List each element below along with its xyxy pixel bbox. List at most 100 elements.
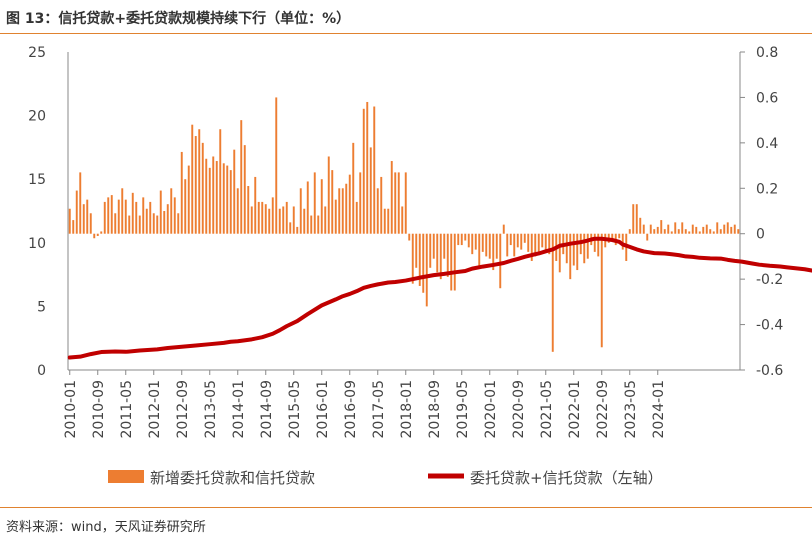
chart: 0 5 10 15 20 25 -0.6 -0.4 -0.2 0 0.2 0.4 0.6 0.8 2010-… [28, 45, 812, 487]
y-left-tick-label: 25 [28, 45, 46, 61]
bar [341, 188, 344, 234]
bar [114, 213, 117, 234]
bar [282, 206, 285, 234]
bar [327, 156, 330, 234]
bar [446, 233, 449, 277]
bar [723, 224, 726, 234]
bar [457, 233, 460, 246]
bar [229, 170, 232, 234]
bar [467, 233, 470, 248]
bar [380, 176, 383, 234]
bar [478, 233, 481, 266]
bar [551, 233, 554, 352]
bar [425, 233, 428, 307]
top-rule [0, 33, 812, 34]
bar [691, 224, 694, 234]
bar [334, 199, 337, 234]
bar [264, 204, 267, 234]
bar [485, 233, 488, 257]
bar [656, 226, 659, 234]
bar [201, 142, 204, 234]
bar [117, 199, 120, 234]
bar [600, 233, 603, 348]
bar [191, 124, 194, 234]
bar-series [68, 97, 740, 352]
bar [194, 136, 197, 234]
bar [184, 179, 187, 234]
bar [310, 215, 313, 234]
bar [243, 145, 246, 234]
bar [331, 170, 334, 234]
bar [187, 165, 190, 234]
bar [82, 204, 85, 234]
bar [299, 188, 302, 234]
bar [163, 211, 166, 234]
bar [660, 220, 663, 234]
bar [471, 233, 474, 255]
bar [376, 188, 379, 234]
bar [670, 231, 673, 234]
bar [366, 101, 369, 234]
y-right-tick-label: 0.8 [756, 45, 778, 61]
x-tick-label: 2018-09 [427, 380, 443, 439]
bar [677, 229, 680, 234]
bar [348, 174, 351, 234]
bar [156, 215, 159, 234]
bar [145, 208, 148, 234]
bar [513, 233, 516, 257]
bar [170, 188, 173, 234]
x-tick-label: 2018-01 [399, 380, 415, 439]
bar [345, 183, 348, 234]
x-tick-label: 2010-09 [91, 380, 107, 439]
bar [667, 224, 670, 234]
bar [96, 233, 99, 236]
x-tick-label: 2012-09 [175, 380, 191, 439]
bar [338, 188, 341, 234]
legend: 新增委托贷款和信托贷款 委托贷款+信托贷款（左轴） [108, 469, 663, 487]
x-tick-label: 2019-05 [455, 380, 471, 439]
bar [93, 233, 96, 239]
x-tick-label: 2023-05 [623, 380, 639, 439]
bar [695, 226, 698, 234]
x-tick-label: 2012-01 [147, 380, 163, 439]
bar [369, 147, 372, 234]
bar [411, 233, 414, 284]
bar [268, 208, 271, 234]
x-tick-label: 2010-01 [63, 380, 79, 439]
bar [439, 233, 442, 280]
tick-labels: 0 5 10 15 20 25 -0.6 -0.4 -0.2 0 0.2 0.4 0.6 0.8 2010-… [28, 45, 783, 439]
bar [394, 172, 397, 234]
x-tick-label: 2016-09 [343, 380, 359, 439]
legend-line-label: 委托贷款+信托贷款（左轴） [470, 469, 663, 487]
bar [726, 222, 729, 234]
bar [499, 233, 502, 289]
bar [75, 190, 78, 234]
bar [355, 201, 358, 234]
x-tick-label: 2020-09 [511, 380, 527, 439]
bar [173, 197, 176, 234]
bar [278, 208, 281, 234]
bar [215, 161, 218, 234]
bar [205, 158, 208, 234]
bar [124, 199, 127, 234]
bar [453, 233, 456, 291]
bar [418, 233, 421, 286]
bar [138, 215, 141, 234]
x-tick-label: 2011-05 [119, 380, 135, 439]
bar [121, 188, 124, 234]
bar [450, 233, 453, 291]
bar [240, 120, 243, 234]
bar [537, 233, 540, 252]
bar [653, 229, 656, 234]
bar [131, 192, 134, 234]
x-tick-label: 2021-05 [539, 380, 555, 439]
bar [166, 204, 169, 234]
bar [79, 172, 82, 234]
bar [285, 201, 288, 234]
x-tick-label: 2014-01 [231, 380, 247, 439]
bar [250, 206, 253, 234]
bar [443, 233, 446, 259]
bar [663, 229, 666, 234]
bar [89, 213, 92, 234]
bar [103, 201, 106, 234]
